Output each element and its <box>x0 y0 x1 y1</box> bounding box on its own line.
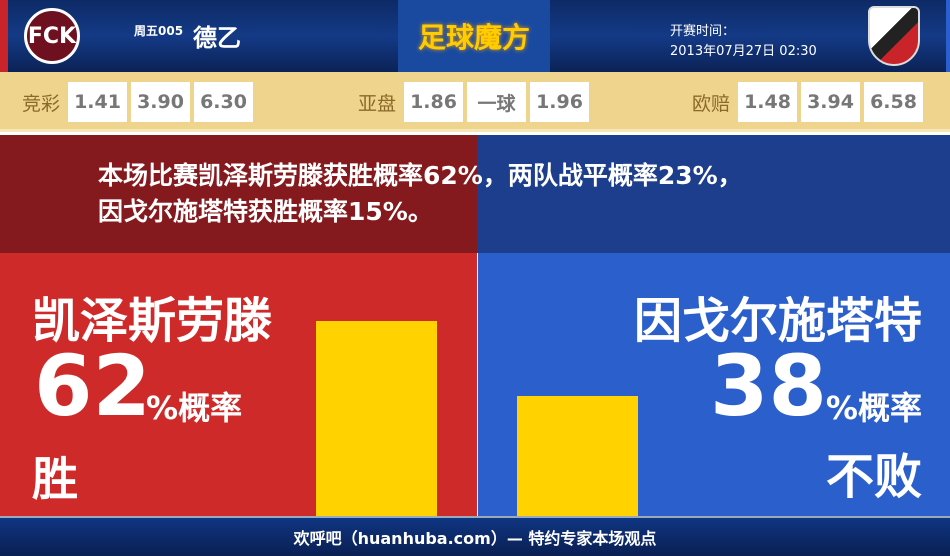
odds-value: 3.90 <box>131 82 191 122</box>
home-team-name: 凯泽斯劳滕 <box>32 293 273 349</box>
away-outcome: 不败 <box>825 449 922 505</box>
away-percent: 38 <box>710 337 827 435</box>
away-percent-unit: %概率 <box>825 389 922 427</box>
summary-bg-left <box>0 135 477 253</box>
brand-logo: 足球魔方 <box>398 0 550 72</box>
kickoff-time: 2013年07月27日 02:30 <box>670 44 817 59</box>
away-probability-bar <box>517 396 638 516</box>
home-outcome: 胜 <box>32 452 78 506</box>
kickoff-label: 开赛时间： <box>670 24 736 39</box>
footer: 欢呼吧（huanhuba.com）— 特约专家本场观点 <box>0 516 950 556</box>
home-team-logo: FCK <box>24 8 80 64</box>
odds-yapan: 亚盘 1.86 一球 1.96 <box>358 82 590 122</box>
odds-jingcai: 竞彩 1.41 3.90 6.30 <box>22 82 254 122</box>
home-percent-unit: %概率 <box>146 389 243 427</box>
odds-label: 亚盘 <box>358 92 397 115</box>
odds-value: 1.41 <box>68 82 128 122</box>
home-logo-text: FCK <box>27 23 77 49</box>
home-probability-bar <box>316 321 437 516</box>
odds-label: 竞彩 <box>22 92 61 115</box>
summary-bg-right <box>477 135 950 253</box>
odds-bar: 竞彩 1.41 3.90 6.30 亚盘 1.86 一球 1.96 欧赔 1.4… <box>0 72 950 132</box>
league-name: 德乙 <box>193 24 241 52</box>
odds-value: 6.30 <box>194 82 254 122</box>
odds-value: 一球 <box>467 82 527 122</box>
odds-label: 欧赔 <box>692 92 731 115</box>
odds-oupei: 欧赔 1.48 3.94 6.58 <box>692 82 924 122</box>
odds-value: 6.58 <box>864 82 924 122</box>
away-team-logo <box>868 6 920 66</box>
home-panel: 凯泽斯劳滕 62 %概率 胜 <box>0 253 477 516</box>
odds-value: 3.94 <box>801 82 861 122</box>
odds-value: 1.48 <box>738 82 798 122</box>
away-team-name: 因戈尔施塔特 <box>633 293 922 349</box>
odds-value: 1.96 <box>530 82 590 122</box>
summary-line: 因戈尔施塔特获胜概率15%。 <box>98 197 433 226</box>
footer-text: 欢呼吧（huanhuba.com）— 特约专家本场观点 <box>293 529 657 548</box>
home-percent: 62 <box>34 337 151 435</box>
odds-value: 1.86 <box>404 82 464 122</box>
summary-line: 本场比赛凯泽斯劳滕获胜概率62%，两队战平概率23%， <box>98 161 743 190</box>
away-panel: 因戈尔施塔特 38 %概率 不败 <box>478 253 950 516</box>
match-number: 周五005 <box>134 24 184 38</box>
prediction-summary: 本场比赛凯泽斯劳滕获胜概率62%，两队战平概率23%， 因戈尔施塔特获胜概率15… <box>98 158 898 230</box>
